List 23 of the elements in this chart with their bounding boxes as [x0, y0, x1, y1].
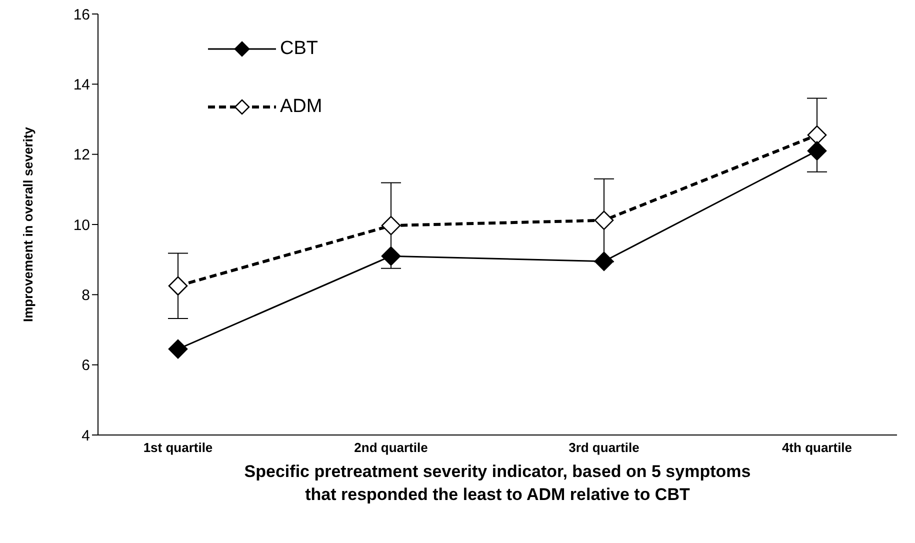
y-tick-label: 12: [73, 146, 90, 164]
point: [594, 252, 614, 271]
point: [381, 246, 401, 266]
y-tick-label: 16: [73, 6, 90, 24]
y-tick-label: 8: [82, 286, 90, 304]
legend-label: ADM: [280, 96, 322, 118]
y-tick-label: 14: [73, 76, 90, 94]
y-tick-label: 6: [82, 357, 90, 374]
point: [168, 276, 188, 296]
point: [168, 339, 188, 359]
point: [807, 125, 827, 145]
x-tick-label: 1st quartile: [143, 440, 213, 456]
point: [807, 141, 827, 160]
x-tick-label: 2nd quartile: [354, 440, 428, 456]
y-tick-label: 4: [82, 427, 90, 444]
x-axis-title: Specific pretreatment severity indicator, based on 5 symptoms that responded the least to ADM relative to CBT: [244, 462, 751, 504]
x-tick-label: 3rd quartile: [568, 440, 640, 456]
y-axis-title: Improvement in overall severity: [20, 126, 36, 322]
point: [594, 210, 614, 230]
point: [381, 216, 401, 236]
y-tick-label: 10: [73, 216, 90, 234]
x-tick-label: 4th quartile: [782, 440, 852, 456]
legend-label: CBT: [280, 38, 318, 60]
